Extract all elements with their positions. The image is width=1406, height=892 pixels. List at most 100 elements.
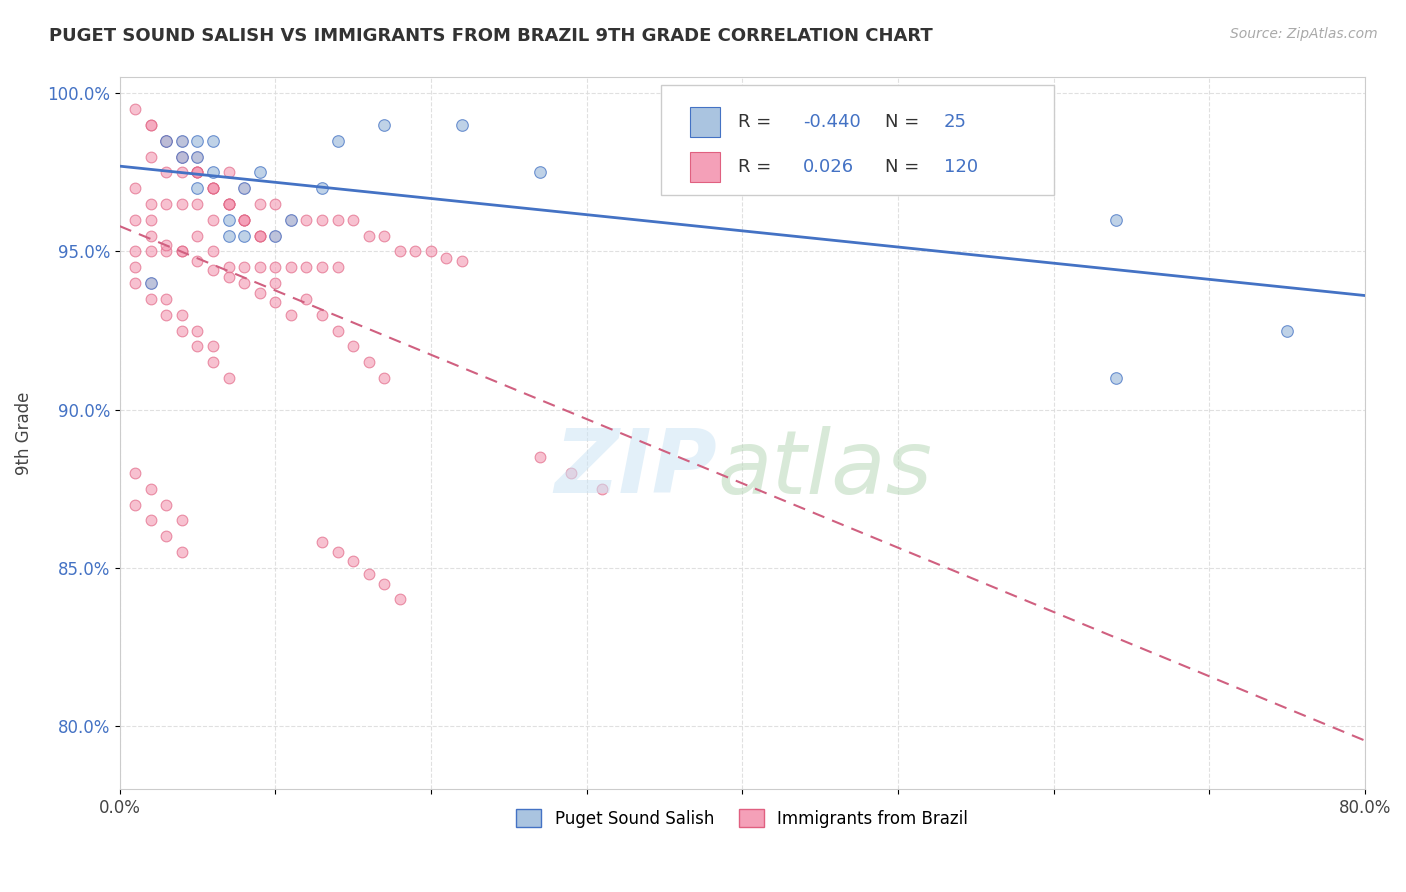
FancyBboxPatch shape — [690, 107, 720, 137]
Text: N =: N = — [886, 113, 925, 131]
Point — [264, 295, 287, 310]
Point — [249, 165, 271, 179]
Point — [373, 371, 395, 385]
Point — [295, 212, 318, 227]
Point — [186, 228, 208, 243]
Point — [218, 260, 240, 275]
Point — [233, 212, 256, 227]
Point — [170, 545, 193, 559]
Point — [155, 238, 177, 252]
Point — [170, 134, 193, 148]
Point — [201, 355, 224, 369]
Point — [264, 228, 287, 243]
Point — [155, 134, 177, 148]
Point — [201, 244, 224, 259]
Text: 25: 25 — [943, 113, 967, 131]
Text: R =: R = — [738, 158, 778, 176]
Point — [233, 212, 256, 227]
Point — [186, 165, 208, 179]
Point — [249, 228, 271, 243]
Point — [124, 102, 146, 116]
Text: PUGET SOUND SALISH VS IMMIGRANTS FROM BRAZIL 9TH GRADE CORRELATION CHART: PUGET SOUND SALISH VS IMMIGRANTS FROM BR… — [49, 27, 934, 45]
Point — [264, 197, 287, 211]
Point — [295, 292, 318, 306]
Point — [373, 228, 395, 243]
Point — [404, 244, 426, 259]
Point — [139, 276, 162, 290]
Point — [186, 165, 208, 179]
Point — [342, 212, 364, 227]
Point — [249, 260, 271, 275]
Point — [155, 308, 177, 322]
Point — [170, 244, 193, 259]
Point — [218, 197, 240, 211]
Point — [264, 228, 287, 243]
Point — [388, 592, 411, 607]
Point — [170, 149, 193, 163]
Point — [342, 554, 364, 568]
Point — [280, 260, 302, 275]
Point — [326, 212, 349, 227]
Point — [201, 181, 224, 195]
Point — [186, 181, 208, 195]
Point — [1105, 371, 1128, 385]
Point — [560, 466, 582, 480]
Point — [1105, 212, 1128, 227]
Point — [201, 263, 224, 277]
Y-axis label: 9th Grade: 9th Grade — [15, 392, 32, 475]
Point — [139, 244, 162, 259]
Point — [311, 260, 333, 275]
Point — [419, 244, 441, 259]
Point — [186, 165, 208, 179]
Point — [280, 212, 302, 227]
Point — [249, 285, 271, 300]
Point — [170, 197, 193, 211]
Point — [186, 134, 208, 148]
Point — [218, 165, 240, 179]
Point — [201, 212, 224, 227]
Point — [233, 212, 256, 227]
Point — [326, 324, 349, 338]
FancyBboxPatch shape — [690, 152, 720, 182]
Point — [170, 149, 193, 163]
Point — [139, 513, 162, 527]
Point — [233, 260, 256, 275]
Point — [233, 212, 256, 227]
Point — [155, 165, 177, 179]
Text: atlas: atlas — [717, 425, 932, 512]
Point — [186, 165, 208, 179]
Point — [264, 260, 287, 275]
Point — [155, 244, 177, 259]
Point — [311, 181, 333, 195]
Text: N =: N = — [886, 158, 925, 176]
Point — [295, 260, 318, 275]
Point — [170, 134, 193, 148]
Point — [155, 134, 177, 148]
Point — [170, 324, 193, 338]
FancyBboxPatch shape — [661, 85, 1053, 194]
Point — [186, 339, 208, 353]
Point — [280, 212, 302, 227]
Point — [1275, 324, 1298, 338]
Point — [218, 197, 240, 211]
Point — [233, 228, 256, 243]
Point — [155, 292, 177, 306]
Point — [280, 308, 302, 322]
Point — [170, 308, 193, 322]
Point — [311, 535, 333, 549]
Legend: Puget Sound Salish, Immigrants from Brazil: Puget Sound Salish, Immigrants from Braz… — [509, 803, 974, 834]
Text: 120: 120 — [943, 158, 979, 176]
Point — [357, 567, 380, 582]
Point — [155, 197, 177, 211]
Point — [264, 276, 287, 290]
Point — [249, 197, 271, 211]
Point — [201, 181, 224, 195]
Text: 0.026: 0.026 — [803, 158, 855, 176]
Point — [186, 149, 208, 163]
Point — [186, 197, 208, 211]
Point — [155, 134, 177, 148]
Point — [186, 149, 208, 163]
Point — [311, 308, 333, 322]
Point — [124, 244, 146, 259]
Point — [139, 118, 162, 132]
